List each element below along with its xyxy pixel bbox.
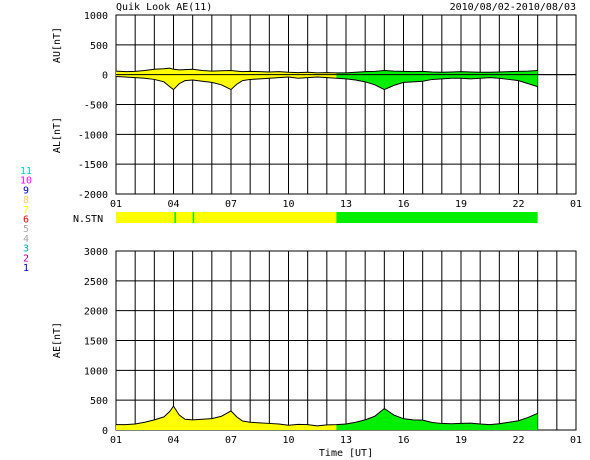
legend-number: 3 bbox=[23, 244, 29, 255]
station-bar-label: N.STN bbox=[73, 214, 103, 225]
au-al-y-tick-labels: 1000 500 0 -500 -1000 -1500 -2000 bbox=[78, 11, 108, 201]
y-tick-label: 500 bbox=[90, 41, 108, 52]
legend-number: 2 bbox=[23, 253, 29, 264]
y-tick-label: 1500 bbox=[84, 337, 108, 348]
legend-number: 7 bbox=[23, 205, 29, 216]
y-tick-label: 2500 bbox=[84, 277, 108, 288]
x-tick-label: 19 bbox=[455, 199, 467, 210]
x-tick-label: 04 bbox=[167, 435, 179, 446]
y-tick-label: 500 bbox=[90, 396, 108, 407]
ae-area-before bbox=[116, 406, 337, 430]
x-tick-label: 13 bbox=[340, 199, 352, 210]
x-tick-label: 13 bbox=[340, 435, 352, 446]
x-tick-label: 16 bbox=[397, 199, 409, 210]
au-al-panel: 1000 500 0 -500 -1000 -1500 -2000 01 04 07 10 13 16… bbox=[52, 11, 582, 210]
station-bar-segment bbox=[336, 212, 538, 223]
ae-axis-label: AE[nT] bbox=[52, 322, 63, 358]
legend-number: 8 bbox=[23, 195, 29, 206]
legend-number: 6 bbox=[23, 215, 29, 226]
legend-number: 9 bbox=[23, 185, 29, 196]
y-tick-label: -1500 bbox=[78, 160, 108, 171]
y-tick-label: 1000 bbox=[84, 366, 108, 377]
au-series-line bbox=[115, 67, 538, 74]
y-tick-label: 0 bbox=[102, 426, 108, 437]
x-tick-label: 22 bbox=[512, 435, 524, 446]
x-tick-label: 01 bbox=[110, 199, 122, 210]
au-axis-label: AU[nT] bbox=[52, 27, 63, 63]
station-bar-segment bbox=[116, 212, 337, 223]
ae-x-tick-labels: 01 04 07 10 13 16 19 22 01 bbox=[110, 435, 582, 446]
x-tick-label: 01 bbox=[570, 199, 582, 210]
x-tick-label: 01 bbox=[110, 435, 122, 446]
x-tick-label: 22 bbox=[512, 199, 524, 210]
station-bar-tick bbox=[192, 212, 195, 223]
station-bar-tick bbox=[174, 212, 176, 223]
ae-panel: 3000 2500 2000 1500 1000 500 0 01 04 07 10 13 16 19 2… bbox=[52, 247, 582, 459]
y-tick-label: -2000 bbox=[78, 190, 108, 201]
x-tick-label: 04 bbox=[167, 199, 179, 210]
x-tick-label: 07 bbox=[225, 199, 237, 210]
al-area-before bbox=[116, 74, 337, 90]
legend-number: 5 bbox=[23, 224, 29, 235]
au-al-x-tick-labels: 01 04 07 10 13 16 19 22 01 bbox=[110, 199, 582, 210]
ae-y-tick-labels: 3000 2500 2000 1500 1000 500 0 bbox=[84, 247, 108, 437]
al-area-after bbox=[336, 74, 538, 90]
x-tick-label: 07 bbox=[225, 435, 237, 446]
legend-number: 10 bbox=[20, 176, 32, 187]
ae-lines bbox=[116, 405, 538, 427]
x-tick-label: 16 bbox=[397, 435, 409, 446]
y-tick-label: 2000 bbox=[84, 307, 108, 318]
x-tick-label: 19 bbox=[455, 435, 467, 446]
figure-title: Quik Look AE(11) bbox=[116, 2, 212, 13]
date-range: 2010/08/02-2010/08/03 bbox=[450, 2, 576, 13]
station-status-bar bbox=[116, 212, 538, 223]
y-tick-label: 3000 bbox=[84, 247, 108, 258]
al-series-line bbox=[115, 75, 538, 91]
y-tick-label: -500 bbox=[84, 101, 108, 112]
legend-number: 1 bbox=[23, 263, 29, 274]
x-tick-label: 10 bbox=[282, 199, 294, 210]
legend-number: 11 bbox=[20, 166, 32, 177]
plot-frame bbox=[115, 14, 577, 195]
ae-series-line bbox=[116, 405, 538, 427]
au-al-grid bbox=[115, 14, 577, 195]
y-tick-label: 0 bbox=[102, 71, 108, 82]
legend-number: 4 bbox=[23, 234, 29, 245]
station-status-panel: N.STN bbox=[73, 212, 538, 225]
au-area-before bbox=[116, 68, 337, 75]
x-tick-label: 01 bbox=[570, 435, 582, 446]
al-axis-label: AL[nT] bbox=[52, 117, 63, 153]
time-axis-label: Time [UT] bbox=[319, 448, 373, 459]
y-tick-label: 1000 bbox=[84, 11, 108, 22]
au-al-lines bbox=[115, 67, 576, 91]
y-tick-label: -1000 bbox=[78, 130, 108, 141]
x-tick-label: 10 bbox=[282, 435, 294, 446]
